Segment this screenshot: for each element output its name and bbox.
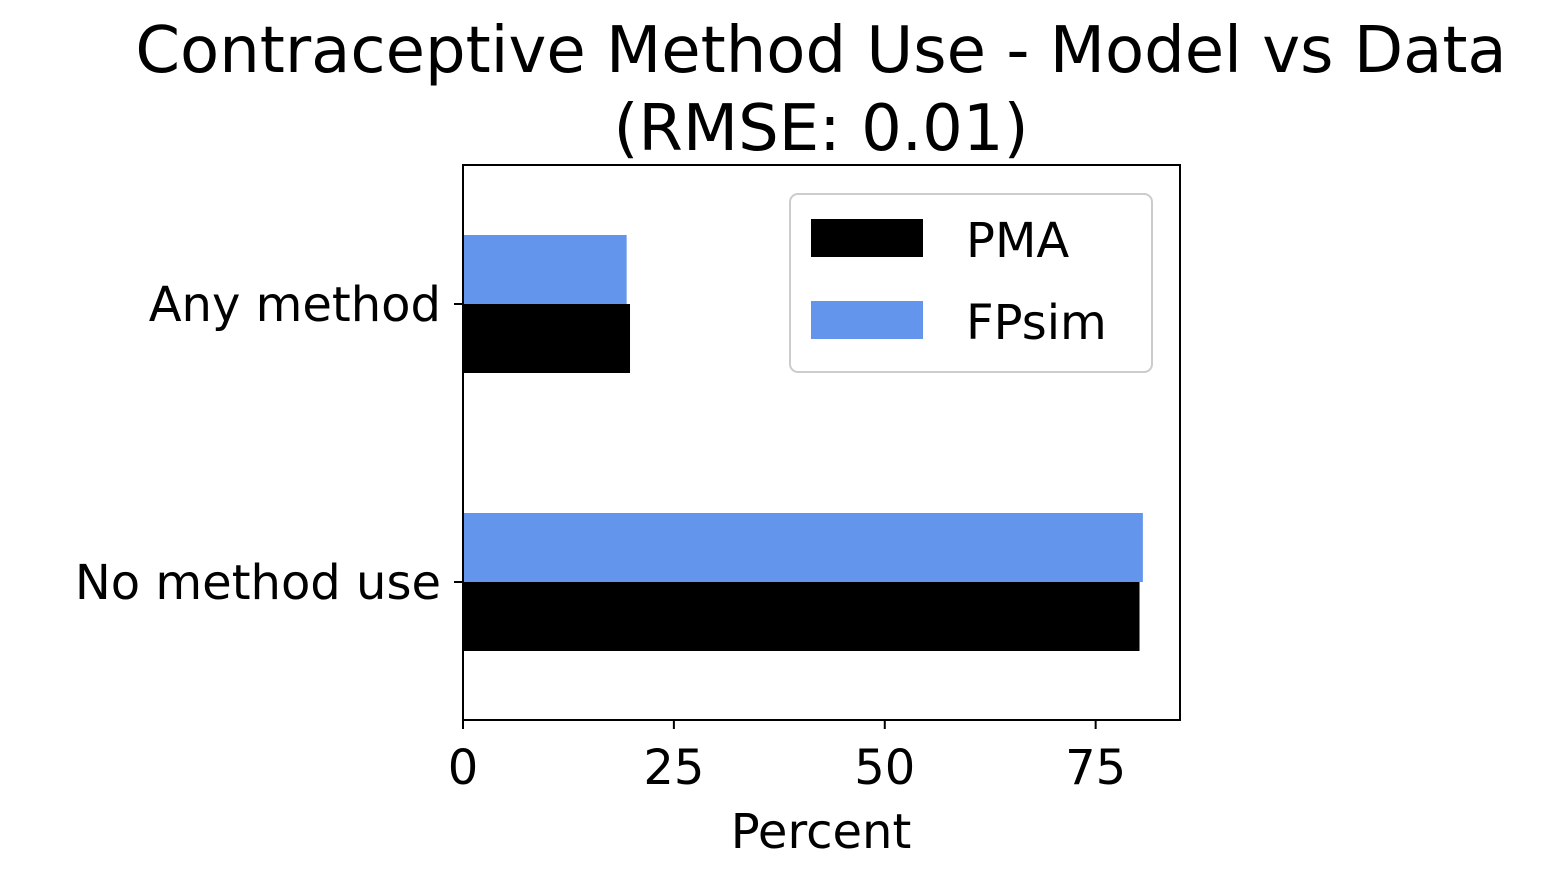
x-tick-label: 50 — [854, 740, 915, 796]
legend-swatch-fpsim — [811, 301, 923, 339]
y-tick-label: No method use — [75, 555, 441, 611]
x-tick-label: 75 — [1065, 740, 1126, 796]
bar-fpsim-no-method-use — [463, 513, 1143, 582]
bars-layer — [463, 235, 1143, 651]
bar-fpsim-any-method — [463, 235, 627, 304]
legend: PMA FPsim — [789, 193, 1153, 373]
plot-frame — [462, 164, 1181, 721]
bar-pma-any-method — [463, 304, 631, 373]
chart-subtitle: (RMSE: 0.01) — [613, 92, 1028, 166]
x-tick-label: 0 — [448, 740, 479, 796]
chart-title: Contraceptive Method Use - Model vs Data — [135, 14, 1506, 88]
bar-pma-no-method-use — [463, 582, 1140, 651]
legend-swatch-pma — [811, 219, 923, 257]
legend-label-fpsim: FPsim — [966, 295, 1107, 351]
x-tick-label: 25 — [643, 740, 704, 796]
y-tick-label: Any method — [149, 277, 441, 333]
x-axis-label: Percent — [731, 804, 912, 860]
y-axis: No method use Any method — [75, 277, 463, 611]
x-axis: 0 25 50 75 — [448, 720, 1126, 796]
legend-label-pma: PMA — [966, 213, 1069, 269]
